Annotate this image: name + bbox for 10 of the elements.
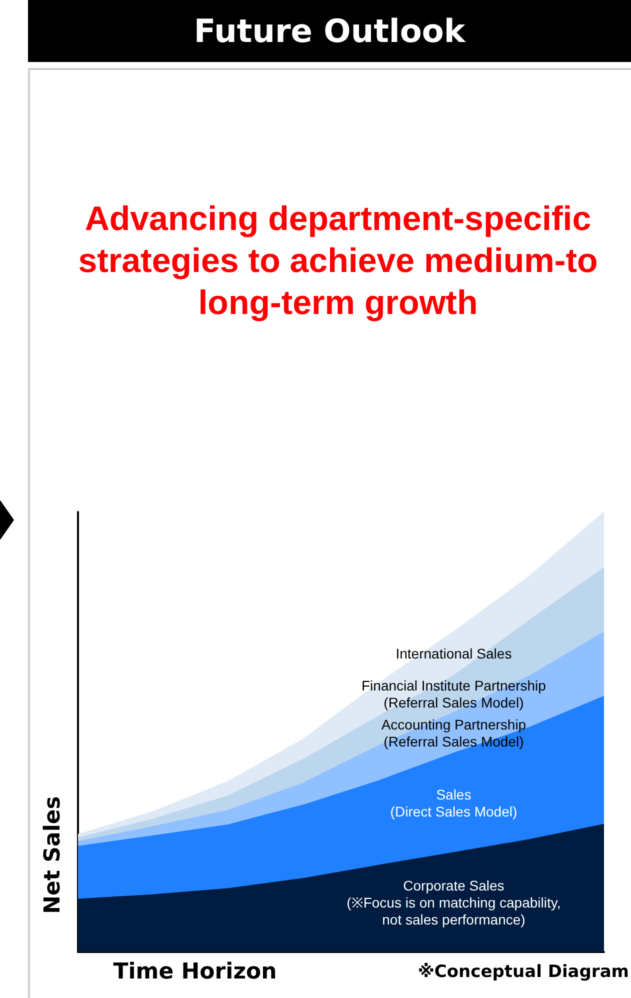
series-label: International Sales <box>396 646 512 662</box>
x-axis-title: Time Horizon <box>113 960 277 984</box>
text: ※Conceptual Diagram <box>418 962 629 982</box>
chart-title: Future Outlook <box>28 0 631 62</box>
series-label: Corporate Sales (※Focus is on matching capability, not sales performance) <box>346 877 561 928</box>
chart-subtitle: Advancing department-specific strategies to achieve medium-to long-term growth <box>77 199 599 324</box>
series-label: Sales (Direct Sales Model) <box>390 786 518 820</box>
y-axis-title: Net Sales <box>40 796 66 914</box>
series-label: Financial Institute Partnership (Referral Sales Model) <box>361 678 546 711</box>
series-label: Accounting Partnership (Referral Sales Model) <box>381 716 526 750</box>
